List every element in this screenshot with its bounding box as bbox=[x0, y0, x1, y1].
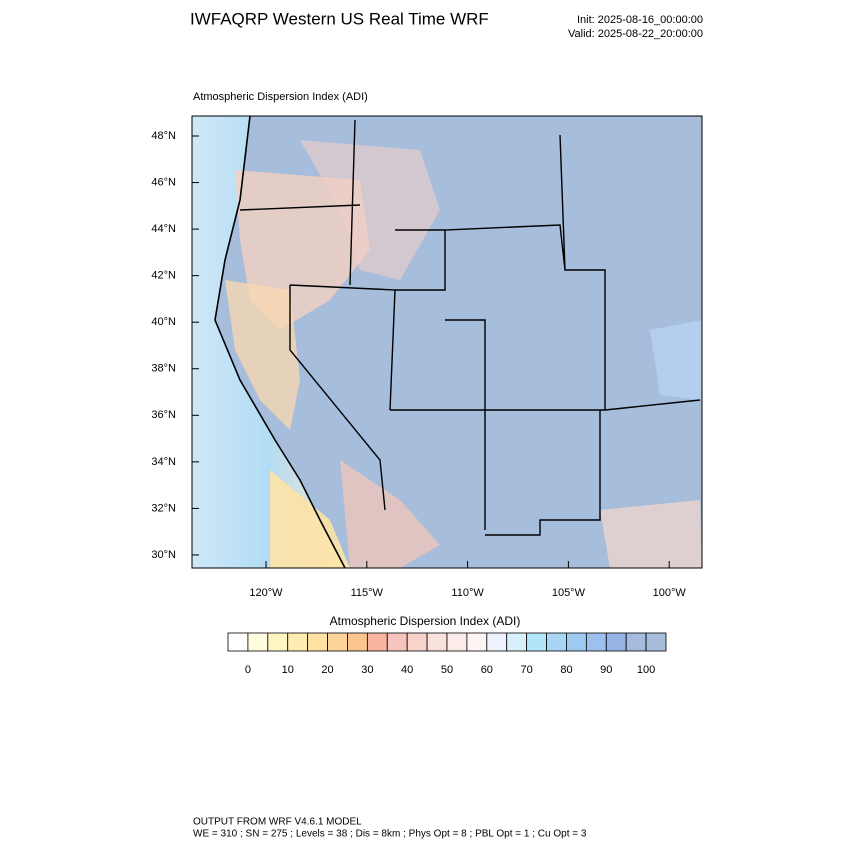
colorbar-label: 60 bbox=[481, 664, 493, 676]
lat-label: 38°N bbox=[151, 363, 176, 375]
adi-region bbox=[225, 280, 300, 430]
colorbar-box bbox=[386, 632, 408, 652]
colorbar-label: 20 bbox=[321, 664, 333, 676]
state-borders bbox=[239, 119, 701, 536]
colorbar: 0 10 20 30 40 50 60 70 80 90 100 bbox=[227, 632, 667, 676]
colorbar-box bbox=[566, 632, 587, 652]
footer-line: WE = 310 ; SN = 275 ; Levels = 38 ; Dis … bbox=[193, 829, 587, 840]
lon-label: 100°W bbox=[653, 587, 687, 599]
colorbar-box bbox=[585, 632, 607, 652]
colorbar-box bbox=[526, 632, 547, 652]
ocean bbox=[192, 116, 345, 568]
adi-region bbox=[600, 500, 702, 568]
colorbar-box bbox=[506, 632, 528, 652]
colorbar-box bbox=[625, 632, 647, 652]
lat-label: 32°N bbox=[151, 502, 176, 514]
lon-label: 115°W bbox=[351, 587, 384, 599]
init-time: Init: 2025-08-16_00:00:00 bbox=[577, 14, 703, 26]
colorbar-box bbox=[426, 632, 448, 652]
lat-label: 30°N bbox=[151, 549, 176, 561]
lon-label: 105°W bbox=[552, 587, 586, 599]
colorbar-box bbox=[546, 632, 567, 652]
lat-label: 44°N bbox=[151, 223, 176, 235]
colorbar-box bbox=[366, 632, 388, 652]
lat-label: 34°N bbox=[151, 456, 176, 468]
colorbar-box bbox=[406, 632, 428, 652]
adi-region bbox=[650, 320, 702, 400]
colorbar-label: 30 bbox=[361, 664, 373, 676]
lon-label: 110°W bbox=[451, 587, 484, 599]
colorbar-box bbox=[446, 632, 468, 652]
valid-time: Valid: 2025-08-22_20:00:00 bbox=[568, 28, 703, 40]
colorbar-box bbox=[347, 632, 368, 652]
colorbar-label: 40 bbox=[401, 664, 413, 676]
colorbar-label: 0 bbox=[245, 664, 251, 676]
colorbar-label: 90 bbox=[600, 664, 612, 676]
colorbar-box bbox=[466, 632, 488, 652]
adi-region bbox=[270, 470, 350, 568]
title: IWFAQRP Western US Real Time WRF bbox=[190, 9, 489, 28]
colorbar-box bbox=[307, 632, 328, 652]
colorbar-box bbox=[645, 632, 667, 652]
colorbar-label: 10 bbox=[282, 664, 294, 676]
colorbar-label: 100 bbox=[637, 664, 655, 676]
coastline bbox=[214, 116, 346, 568]
colorbar-box bbox=[287, 632, 309, 652]
lat-label: 36°N bbox=[151, 409, 176, 421]
colorbar-box bbox=[227, 632, 249, 652]
adi-region bbox=[340, 460, 440, 568]
colorbar-label: 80 bbox=[560, 664, 572, 676]
colorbar-box bbox=[267, 632, 289, 652]
lat-label: 48°N bbox=[151, 130, 176, 142]
footer-line: OUTPUT FROM WRF V4.6.1 MODEL bbox=[193, 817, 362, 828]
map bbox=[191, 115, 703, 569]
colorbar-title: Atmospheric Dispersion Index (ADI) bbox=[330, 614, 521, 628]
colorbar-box bbox=[486, 632, 508, 652]
lat-label: 46°N bbox=[151, 176, 176, 188]
lon-label: 120°W bbox=[249, 587, 283, 599]
colorbar-box bbox=[327, 632, 348, 652]
colorbar-label: 50 bbox=[441, 664, 453, 676]
colorbar-label: 70 bbox=[521, 664, 533, 676]
colorbar-box bbox=[247, 632, 269, 652]
map-frame bbox=[191, 115, 703, 569]
adi-region bbox=[300, 140, 440, 280]
lat-label: 40°N bbox=[151, 316, 176, 328]
lat-label: 42°N bbox=[151, 270, 176, 282]
colorbar-box bbox=[605, 632, 627, 652]
map-subtitle: Atmospheric Dispersion Index (ADI) bbox=[193, 91, 368, 103]
